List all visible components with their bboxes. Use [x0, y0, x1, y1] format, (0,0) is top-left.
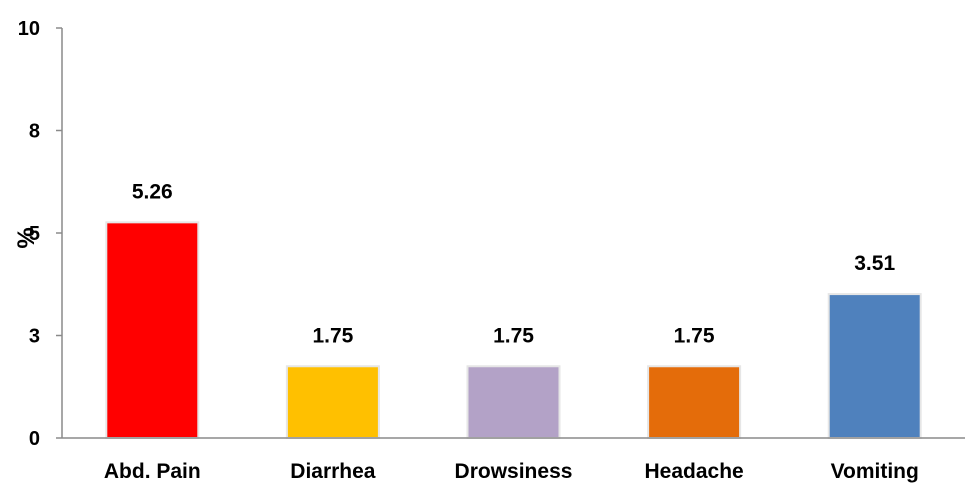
y-tick-label: 8	[29, 121, 40, 143]
category-label: Abd. Pain	[104, 460, 201, 483]
data-label: 5.26	[132, 180, 173, 203]
y-tick-label: 5	[29, 223, 40, 245]
data-labels: 5.26 1.75 1.75 1.75 3.51	[132, 180, 896, 347]
y-tick-label: 0	[29, 428, 40, 450]
category-label: Headache	[644, 460, 743, 483]
y-tick-label: 3	[29, 326, 40, 348]
bar	[285, 365, 380, 439]
bar	[466, 365, 561, 439]
category-label: Diarrhea	[290, 460, 376, 483]
bar	[827, 293, 922, 439]
bar	[105, 221, 200, 439]
data-label: 3.51	[854, 252, 895, 275]
bars	[105, 221, 922, 439]
category-label: Drowsiness	[455, 460, 573, 483]
y-axis-label: %	[13, 227, 40, 248]
data-label: 1.75	[493, 324, 534, 347]
category-label: Vomiting	[831, 460, 919, 483]
category-labels: Abd. Pain Diarrhea Drowsiness Headache Vomit…	[104, 460, 919, 483]
y-tick-label: 10	[18, 18, 40, 40]
y-axis-ticks: 0 3 5 8 10	[18, 18, 62, 450]
data-label: 1.75	[674, 324, 715, 347]
data-label: 1.75	[312, 324, 353, 347]
bar	[647, 365, 742, 439]
